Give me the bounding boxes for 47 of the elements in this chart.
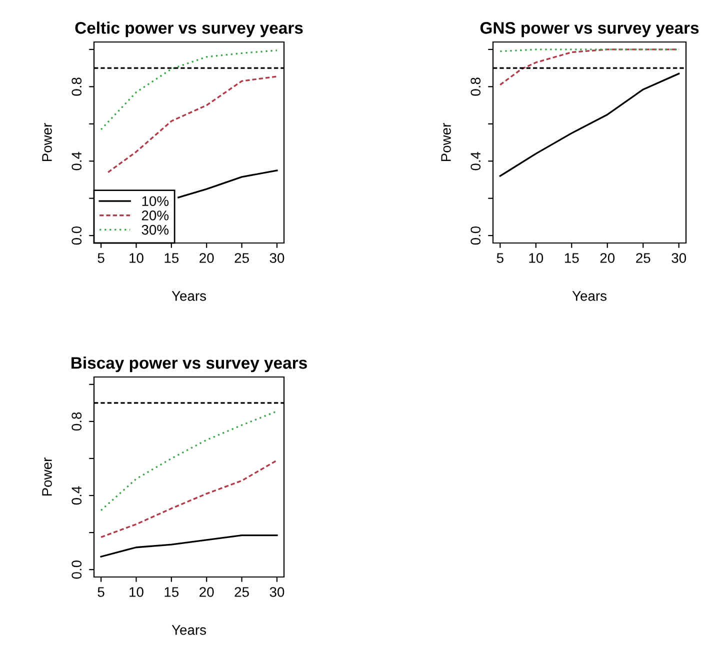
- line-series: [178, 170, 278, 198]
- x-tick-label: 10: [529, 253, 544, 263]
- line-series: [107, 76, 278, 174]
- line-series: [499, 48, 680, 86]
- x-tick-label: 30: [672, 253, 686, 263]
- y-tick-label: 0.8: [72, 78, 82, 96]
- chart-title: Celtic power vs survey years: [75, 22, 303, 38]
- x-tick-label: 5: [496, 253, 504, 263]
- x-tick-label: 30: [270, 253, 284, 263]
- y-tick-label: 0.4: [72, 486, 82, 505]
- x-tick-label: 5: [98, 253, 104, 263]
- x-tick-label: 5: [98, 587, 104, 597]
- chart-title: GNS power vs survey years: [480, 22, 699, 38]
- x-tick-label: 15: [564, 253, 579, 263]
- y-tick-label: 0.4: [470, 152, 481, 170]
- y-axis-title: Power: [42, 123, 52, 162]
- x-tick-label: 20: [200, 587, 214, 597]
- y-tick-label: 0.0: [72, 226, 82, 245]
- line-series: [499, 72, 680, 177]
- x-tick-label: 30: [270, 587, 284, 597]
- y-tick-label: 0.0: [470, 226, 481, 245]
- x-tick-label: 15: [164, 587, 179, 597]
- y-axis-title: Power: [42, 458, 52, 496]
- line-series: [100, 410, 278, 512]
- x-tick-label: 15: [164, 253, 179, 263]
- y-tick-label: 0.0: [72, 560, 82, 579]
- legend-label: 10%: [142, 196, 169, 206]
- y-tick-label: 0.8: [72, 412, 82, 431]
- x-tick-label: 25: [234, 253, 249, 263]
- legend-label: 30%: [142, 224, 169, 235]
- x-tick-label: 10: [130, 253, 144, 263]
- line-series: [100, 534, 278, 558]
- x-axis-title: Years: [172, 291, 206, 301]
- x-tick-label: 20: [200, 253, 214, 263]
- line-series: [100, 50, 278, 130]
- chart-title: Biscay power vs survey years: [72, 356, 307, 372]
- x-tick-label: 25: [636, 253, 650, 263]
- y-axis-title: Power: [441, 123, 451, 162]
- x-axis-title: Years: [572, 291, 607, 301]
- y-tick-label: 0.8: [470, 78, 481, 96]
- x-tick-label: 20: [600, 253, 615, 263]
- x-axis-title: Years: [172, 625, 206, 635]
- line-series: [100, 460, 278, 538]
- legend-label: 20%: [142, 210, 169, 220]
- y-tick-label: 0.4: [72, 152, 82, 170]
- x-tick-label: 10: [130, 587, 144, 597]
- x-tick-label: 25: [234, 587, 249, 597]
